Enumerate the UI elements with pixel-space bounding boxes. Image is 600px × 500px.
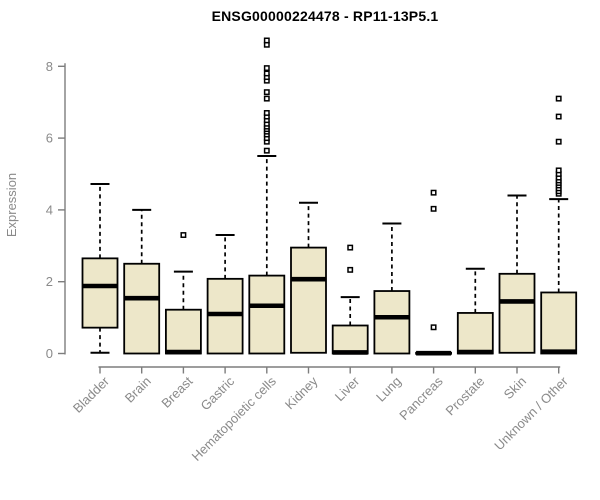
y-tick-label: 4 <box>46 202 53 217</box>
x-tick-label: Pancreas <box>396 373 446 423</box>
outlier-point <box>263 89 270 96</box>
x-tick-label: Lung <box>373 374 404 405</box>
x-tick-label: Breast <box>158 373 195 410</box>
outlier-point <box>263 110 270 116</box>
box-iqr <box>164 308 202 355</box>
outlier-point <box>555 95 562 102</box>
outlier-point <box>263 65 270 72</box>
x-tick-label: Brain <box>122 374 154 406</box>
outlier-point <box>180 232 187 238</box>
outlier-point <box>555 167 562 174</box>
outlier-point <box>263 95 270 102</box>
outlier-point <box>555 138 562 145</box>
y-tick-label: 6 <box>46 131 53 146</box>
chart-title: ENSG00000224478 - RP11-13P5.1 <box>211 8 439 24</box>
x-tick-label: Bladder <box>70 373 113 416</box>
outlier-point <box>430 189 437 196</box>
x-tick-label: Prostate <box>443 374 488 419</box>
y-tick-label: 2 <box>46 274 53 289</box>
x-tick-label: Unknown / Other <box>491 373 571 453</box>
outlier-point <box>263 70 270 77</box>
outlier-point <box>347 266 354 273</box>
box-iqr <box>290 246 327 354</box>
x-tick-label: Gastric <box>198 373 238 413</box>
x-tick-label: Kidney <box>282 373 321 412</box>
y-tick-label: 8 <box>46 59 53 74</box>
box-iqr <box>248 274 286 355</box>
outlier-point <box>430 205 437 212</box>
outlier-point <box>347 244 354 251</box>
box-iqr <box>331 324 369 355</box>
outlier-point <box>263 37 270 44</box>
outlier-point <box>263 147 270 154</box>
outlier-point <box>555 113 562 120</box>
box-iqr <box>456 312 494 355</box>
x-tick-label: Skin <box>501 374 529 402</box>
box-iqr <box>540 291 578 355</box>
box-iqr <box>373 290 411 355</box>
x-tick-label: Liver <box>332 373 363 404</box>
box-iqr <box>123 262 161 355</box>
y-tick-label: 0 <box>46 346 53 361</box>
outlier-point <box>430 324 437 331</box>
box-iqr <box>498 272 536 354</box>
box-iqr <box>81 257 119 329</box>
